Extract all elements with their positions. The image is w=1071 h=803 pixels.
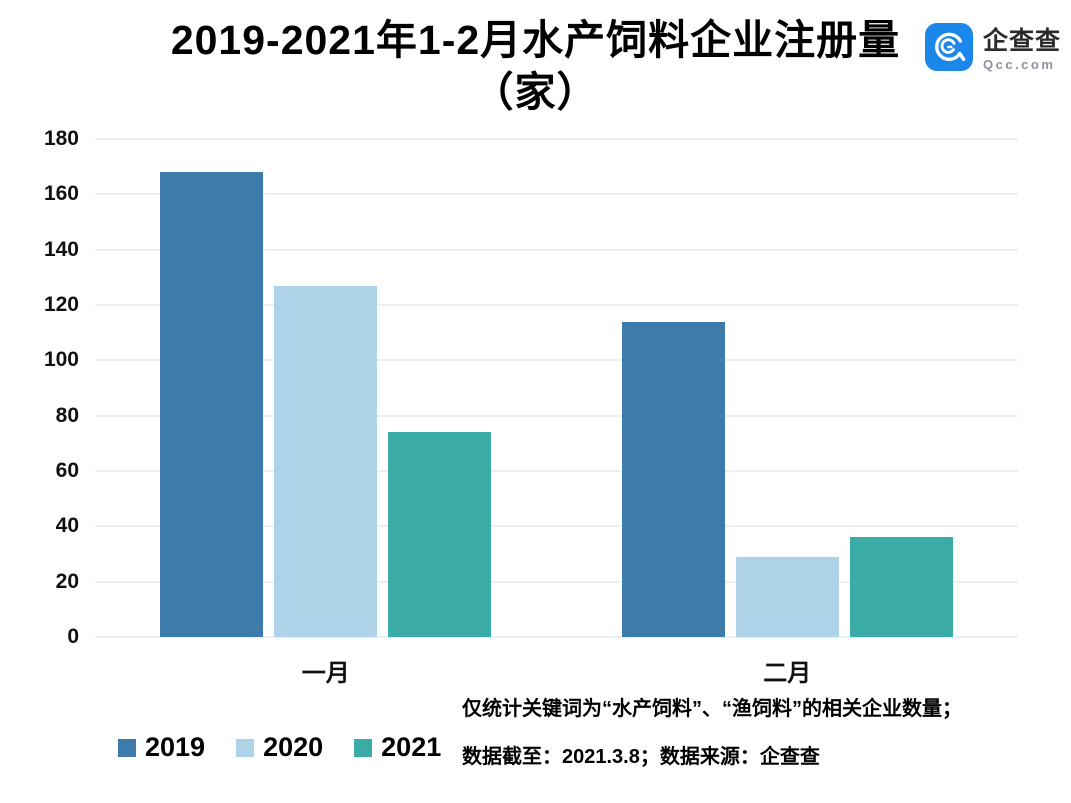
gridline-160: [95, 193, 1018, 196]
bar-2020-一月: [274, 285, 378, 637]
gridline-180: [95, 138, 1018, 140]
legend-label-2019: 2019: [145, 732, 206, 762]
chart-title: 2019-2021年1-2月水产饲料企业注册量 （家）: [0, 14, 1071, 118]
bar-2021-二月: [849, 537, 953, 637]
y-tick-140: 140: [43, 237, 79, 261]
legend-swatch-2019: [118, 738, 136, 757]
footnote-line1: 仅统计关键词为“水产饲料”、“渔饲料”的相关企业数量；: [462, 698, 962, 720]
bar-2021-一月: [388, 432, 492, 637]
y-tick-0: 0: [67, 625, 79, 648]
y-tick-20: 20: [55, 569, 79, 593]
chart-title-line1: 2019-2021年1-2月水产饲料企业注册量: [170, 17, 901, 63]
chart-footnote: 仅统计关键词为“水产饲料”、“渔饲料”的相关企业数量； 数据截至：2021.3.…: [462, 696, 1042, 792]
y-tick-120: 120: [43, 293, 79, 316]
bar-2019-一月: [160, 172, 264, 637]
bar-chart-plot-area: 0 20 40 60 80 100 120 140 160 180 一月 二月: [44, 127, 1018, 687]
qcc-logo-text: 企查查 Qcc.com: [983, 27, 1061, 72]
x-tick-二月: 二月: [763, 660, 812, 687]
y-tick-100: 100: [43, 348, 79, 372]
y-tick-160: 160: [43, 182, 79, 206]
legend-label-2021: 2021: [381, 732, 442, 762]
qcc-logo-icon: [924, 22, 974, 77]
gridline-60: [95, 470, 1018, 472]
gridline-140: [95, 248, 1018, 251]
y-tick-40: 40: [55, 514, 79, 538]
bar-2020-二月: [735, 556, 839, 637]
legend-item-2019: 2019: [118, 732, 205, 763]
gridline-100: [95, 359, 1018, 362]
y-tick-80: 80: [55, 403, 79, 427]
qcc-logo: 企查查 Qcc.com: [924, 22, 1061, 77]
legend-item-2021: 2021: [354, 732, 441, 763]
legend-swatch-2020: [236, 738, 255, 757]
gridline-80: [95, 414, 1018, 417]
legend-swatch-2021: [354, 738, 373, 757]
bar-2019-二月: [621, 321, 725, 637]
gridline-0: [95, 636, 1018, 638]
y-tick-60: 60: [55, 459, 79, 482]
qcc-logo-domain: Qcc.com: [983, 57, 1056, 72]
footnote-line2: 数据截至：2021.3.8；数据来源：企查查: [462, 746, 820, 768]
gridline-120: [95, 304, 1018, 306]
x-tick-一月: 一月: [301, 660, 350, 687]
legend-label-2020: 2020: [263, 732, 324, 762]
legend-item-2020: 2020: [236, 732, 323, 763]
y-tick-180: 180: [43, 127, 79, 150]
gridline-40: [95, 525, 1018, 528]
chart-legend: 2019 2020 2021: [118, 732, 441, 763]
chart-title-line2: （家）: [472, 69, 599, 115]
gridline-20: [95, 580, 1018, 583]
qcc-logo-name: 企查查: [983, 27, 1062, 55]
